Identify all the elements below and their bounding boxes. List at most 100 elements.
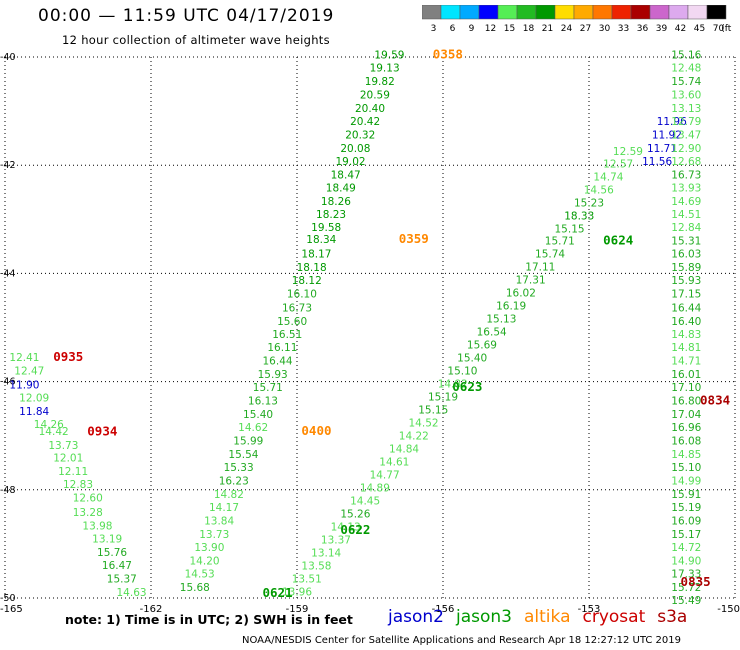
wave-height-point: 13.73 <box>48 440 78 452</box>
wave-height-point: 17.33 <box>671 568 701 580</box>
color-scale-label: 36 <box>637 24 649 34</box>
time-label: 0621 <box>262 585 292 600</box>
color-scale-label: 21 <box>542 24 553 34</box>
wave-height-point: 13.51 <box>292 573 322 585</box>
wave-height-point: 16.11 <box>267 342 297 354</box>
y-tick-label: -44 <box>0 268 16 279</box>
x-tick-label: -153 <box>578 604 601 615</box>
wave-height-point: 14.71 <box>671 355 701 367</box>
wave-height-point: 17.11 <box>525 262 555 274</box>
color-scale-label: 12 <box>485 24 496 34</box>
wave-height-point: 16.44 <box>671 302 701 314</box>
wave-height-point: 14.17 <box>209 502 239 514</box>
wave-height-point: 16.40 <box>671 316 701 328</box>
wave-height-point: 12.09 <box>19 393 49 405</box>
wave-height-point: 13.96 <box>282 586 312 598</box>
wave-height-point: 12.84 <box>671 222 701 234</box>
wave-height-point: 12.41 <box>9 352 39 364</box>
x-tick-label: -162 <box>140 604 163 615</box>
satellite-legend-jason3: jason3 <box>456 607 512 627</box>
wave-height-point: 20.40 <box>355 103 385 115</box>
wave-height-point: 14.72 <box>671 542 701 554</box>
x-tick-label: -150 <box>717 604 740 615</box>
wave-height-point: 15.68 <box>180 582 210 594</box>
wave-height-point: 12.90 <box>671 143 701 155</box>
y-tick-label: -40 <box>0 52 16 63</box>
wave-height-point: 11.92 <box>652 130 682 142</box>
wave-height-point: 18.33 <box>564 210 594 222</box>
wave-height-point: 13.60 <box>671 90 701 102</box>
wave-height-point: 13.13 <box>671 103 701 115</box>
wave-height-point: 15.91 <box>671 489 701 501</box>
footer-note: note: 1) Time is in UTC; 2) SWH is in fe… <box>65 612 353 627</box>
satellite-legend-cryosat: cryosat <box>582 607 646 627</box>
wave-height-point: 19.82 <box>365 76 395 88</box>
wave-height-point: 14.13 <box>331 521 361 533</box>
wave-height-point: 14.53 <box>185 568 215 580</box>
wave-height-point: 16.10 <box>287 289 317 301</box>
wave-height-point: 13.19 <box>92 533 122 545</box>
wave-height-point: 13.14 <box>311 547 341 559</box>
wave-height-point: 15.16 <box>671 50 701 62</box>
wave-height-point: 12.59 <box>613 146 643 158</box>
wave-height-point: 11.96 <box>657 116 687 128</box>
satellite-legend-s3a: s3a <box>657 607 688 627</box>
wave-height-point: 15.60 <box>277 316 307 328</box>
wave-height-point: 14.89 <box>360 482 390 494</box>
color-scale-label: 70 <box>713 24 725 34</box>
time-label: 0835 <box>681 574 711 589</box>
wave-height-point: 16.08 <box>671 435 701 447</box>
wave-height-point: 17.15 <box>671 289 701 301</box>
wave-height-point: 15.19 <box>428 392 458 404</box>
wave-height-point: 13.58 <box>301 560 331 572</box>
time-label: 0622 <box>340 522 370 537</box>
wave-height-point: 19.59 <box>374 50 404 62</box>
y-tick-label: -48 <box>0 485 16 496</box>
wave-height-point: 14.82 <box>438 379 468 391</box>
wave-height-point: 13.90 <box>194 542 224 554</box>
wave-height-point: 14.51 <box>671 209 701 221</box>
time-label: 0359 <box>399 231 429 246</box>
wave-height-point: 14.90 <box>671 555 701 567</box>
wave-height-point: 16.54 <box>477 327 507 339</box>
wave-height-point: 15.40 <box>243 409 273 421</box>
wave-height-point: 16.03 <box>671 249 701 261</box>
wave-height-point: 20.59 <box>360 90 390 102</box>
color-scale-label: 6 <box>450 24 456 34</box>
x-tick-label: -165 <box>0 604 23 615</box>
wave-height-point: 15.76 <box>97 547 127 559</box>
color-scale-label: 39 <box>656 24 668 34</box>
wave-height-point: 15.71 <box>253 382 283 394</box>
x-tick-label: -156 <box>432 604 455 615</box>
wave-height-point: 12.01 <box>53 453 83 465</box>
wave-height-point: 11.71 <box>647 143 677 155</box>
wave-height-point: 20.32 <box>345 130 375 142</box>
wave-height-point: 15.49 <box>671 595 701 607</box>
wave-height-point: 15.17 <box>671 529 701 541</box>
satellite-legend: jason2 jason3 altika cryosat s3a <box>388 607 699 627</box>
wave-height-point: 13.73 <box>199 529 229 541</box>
wave-height-point: 16.73 <box>671 170 701 182</box>
wave-height-point: 12.68 <box>671 156 701 168</box>
wave-height-point: 12.79 <box>671 116 701 128</box>
time-label: 0834 <box>700 392 730 407</box>
wave-height-point: 13.37 <box>321 534 351 546</box>
wave-height-point: 15.31 <box>671 236 701 248</box>
wave-height-point: 14.83 <box>671 329 701 341</box>
wave-height-point: 18.49 <box>326 183 356 195</box>
wave-height-point: 17.31 <box>516 275 546 287</box>
wave-height-point: 13.47 <box>671 130 701 142</box>
wave-height-point: 16.13 <box>248 395 278 407</box>
wave-height-point: 12.83 <box>63 479 93 491</box>
wave-height-point: 16.23 <box>219 475 249 487</box>
wave-height-point: 18.17 <box>301 249 331 261</box>
satellite-legend-jason2: jason2 <box>388 607 444 627</box>
color-scale-label: 3 <box>431 24 437 34</box>
wave-height-point: 14.84 <box>389 443 419 455</box>
x-tick-label: -159 <box>286 604 309 615</box>
wave-height-point: 15.93 <box>671 275 701 287</box>
wave-height-point: 15.99 <box>233 435 263 447</box>
wave-height-point: 17.04 <box>671 409 701 421</box>
wave-height-point: 15.69 <box>467 340 497 352</box>
wave-height-point: 16.02 <box>506 288 536 300</box>
